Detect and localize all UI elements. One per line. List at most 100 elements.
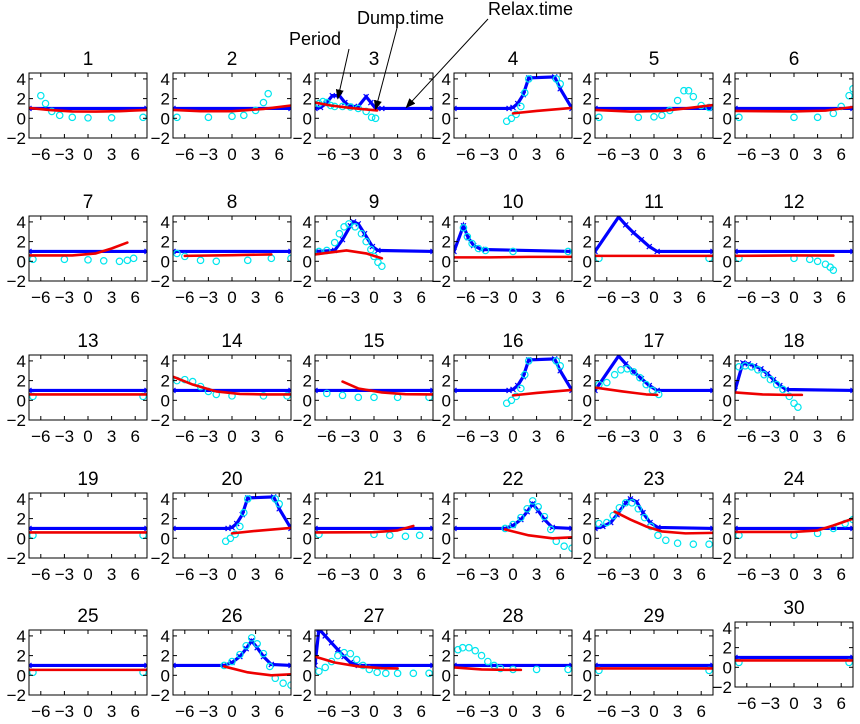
- y-tick-label: 2: [442, 647, 451, 666]
- x-tick-label: 3: [251, 427, 260, 446]
- x-tick-label: −6: [175, 145, 194, 164]
- y-tick-label: 0: [583, 666, 592, 685]
- x-tick-label: 3: [532, 145, 541, 164]
- cross-marker: [850, 248, 853, 255]
- y-tick-label: 0: [442, 109, 451, 128]
- circle-marker: [242, 641, 250, 650]
- circle-marker: [236, 650, 244, 659]
- y-tick-label: −2: [713, 411, 732, 430]
- subplot-data: [454, 74, 572, 126]
- x-tick-label: 3: [532, 427, 541, 446]
- y-tick-label: 0: [303, 391, 312, 410]
- x-tick-label: 3: [813, 145, 822, 164]
- x-tick-label: 0: [83, 565, 92, 584]
- y-tick-label: 4: [161, 352, 170, 371]
- y-tick-label: 0: [583, 252, 592, 271]
- y-tick-label: 0: [303, 529, 312, 548]
- y-tick-label: 2: [583, 90, 592, 109]
- y-tick-label: −2: [293, 272, 312, 291]
- circle-marker: [502, 399, 511, 408]
- circle-marker: [354, 393, 363, 402]
- circle-marker: [41, 99, 50, 108]
- y-tick-label: 4: [442, 352, 451, 371]
- subplot-title: 19: [77, 469, 98, 490]
- x-tick-label: 0: [649, 145, 658, 164]
- circle-marker: [673, 96, 682, 105]
- y-tick-label: −2: [713, 549, 732, 568]
- circle-marker: [617, 365, 625, 374]
- axes-box: [314, 354, 434, 421]
- subplot-title: 11: [644, 192, 664, 213]
- cross-marker: [363, 93, 370, 100]
- x-tick-label: 6: [836, 288, 845, 307]
- cross-marker: [29, 387, 32, 394]
- cross-marker: [517, 516, 524, 523]
- circle-marker: [259, 392, 268, 400]
- x-tick-label: 0: [508, 145, 517, 164]
- x-tick-label: −6: [456, 427, 475, 446]
- axes-box: [734, 215, 854, 282]
- x-tick-label: 3: [813, 427, 822, 446]
- circle-marker: [345, 220, 353, 228]
- circle-marker: [602, 378, 611, 387]
- circle-marker: [546, 525, 555, 534]
- fit-curve: [315, 524, 415, 534]
- circle-marker: [340, 223, 348, 231]
- cross-marker: [233, 520, 240, 527]
- fit-curve: [173, 375, 291, 396]
- x-tick-label: 6: [416, 427, 425, 446]
- y-tick-label: 0: [17, 109, 26, 128]
- x-tick-label: 6: [555, 288, 564, 307]
- subplot-data: [735, 248, 853, 274]
- circle-marker: [221, 537, 230, 546]
- subplot-title: 12: [783, 192, 804, 213]
- y-tick-label: 0: [583, 109, 592, 128]
- subplot-title: 20: [221, 469, 242, 490]
- circle-marker: [484, 657, 492, 666]
- x-tick-label: 6: [274, 288, 283, 307]
- circle-marker: [615, 503, 624, 512]
- x-tick-label: 3: [813, 565, 822, 584]
- fit-curve: [315, 249, 384, 260]
- cross-marker: [29, 105, 32, 112]
- circle-marker: [829, 266, 838, 274]
- fit-curve: [454, 666, 523, 672]
- circle-marker: [754, 365, 762, 374]
- x-tick-label: 6: [416, 145, 425, 164]
- x-tick-label: −6: [597, 145, 616, 164]
- y-tick-label: 0: [723, 252, 732, 271]
- x-tick-label: −6: [597, 288, 616, 307]
- circle-marker: [785, 392, 794, 401]
- y-tick-label: −2: [7, 686, 26, 705]
- x-tick-label: 0: [83, 288, 92, 307]
- cross-marker: [317, 104, 324, 111]
- y-tick-label: 4: [583, 70, 592, 89]
- subplot-title: 27: [363, 606, 384, 627]
- x-tick-label: 6: [555, 145, 564, 164]
- circle-marker: [595, 519, 603, 528]
- x-tick-label: 3: [673, 565, 682, 584]
- circle-marker: [680, 86, 688, 95]
- x-tick-label: −6: [737, 427, 756, 446]
- y-tick-label: −2: [293, 686, 312, 705]
- y-tick-label: −2: [432, 686, 451, 705]
- cross-marker: [355, 220, 362, 227]
- cross-marker: [454, 387, 457, 394]
- y-tick-label: 4: [161, 213, 170, 232]
- y-tick-label: 0: [442, 252, 451, 271]
- x-tick-label: 6: [836, 565, 845, 584]
- circle-marker: [401, 532, 410, 541]
- subplot-title: 28: [502, 606, 523, 627]
- x-tick-label: −6: [456, 565, 475, 584]
- circle-marker: [813, 113, 822, 122]
- cross-marker: [236, 653, 243, 660]
- circle-marker: [385, 531, 394, 540]
- axes-box: [172, 72, 292, 139]
- circle-marker: [265, 662, 274, 671]
- circle-marker: [556, 362, 565, 370]
- y-tick-label: 4: [161, 627, 170, 646]
